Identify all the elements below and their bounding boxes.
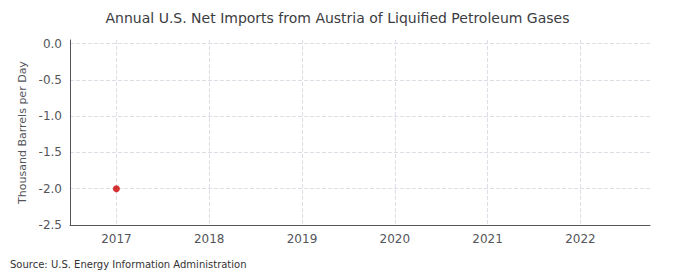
- svg-text:2020: 2020: [380, 232, 411, 246]
- svg-text:2021: 2021: [472, 232, 503, 246]
- svg-text:Source: U.S. Energy Informatio: Source: U.S. Energy Information Administ…: [10, 259, 247, 270]
- svg-text:2019: 2019: [287, 232, 318, 246]
- svg-text:-0.5: -0.5: [39, 73, 62, 87]
- svg-text:-2.0: -2.0: [39, 182, 62, 196]
- svg-text:2018: 2018: [194, 232, 225, 246]
- svg-text:Thousand Barrels per Day: Thousand Barrels per Day: [16, 61, 29, 205]
- svg-text:0.0: 0.0: [43, 37, 62, 51]
- svg-text:2022: 2022: [565, 232, 596, 246]
- svg-text:2017: 2017: [101, 232, 132, 246]
- svg-text:-2.5: -2.5: [39, 218, 62, 232]
- svg-text:-1.0: -1.0: [39, 109, 62, 123]
- svg-text:Annual U.S. Net Imports from A: Annual U.S. Net Imports from Austria of …: [106, 10, 570, 26]
- svg-text:-1.5: -1.5: [39, 145, 62, 159]
